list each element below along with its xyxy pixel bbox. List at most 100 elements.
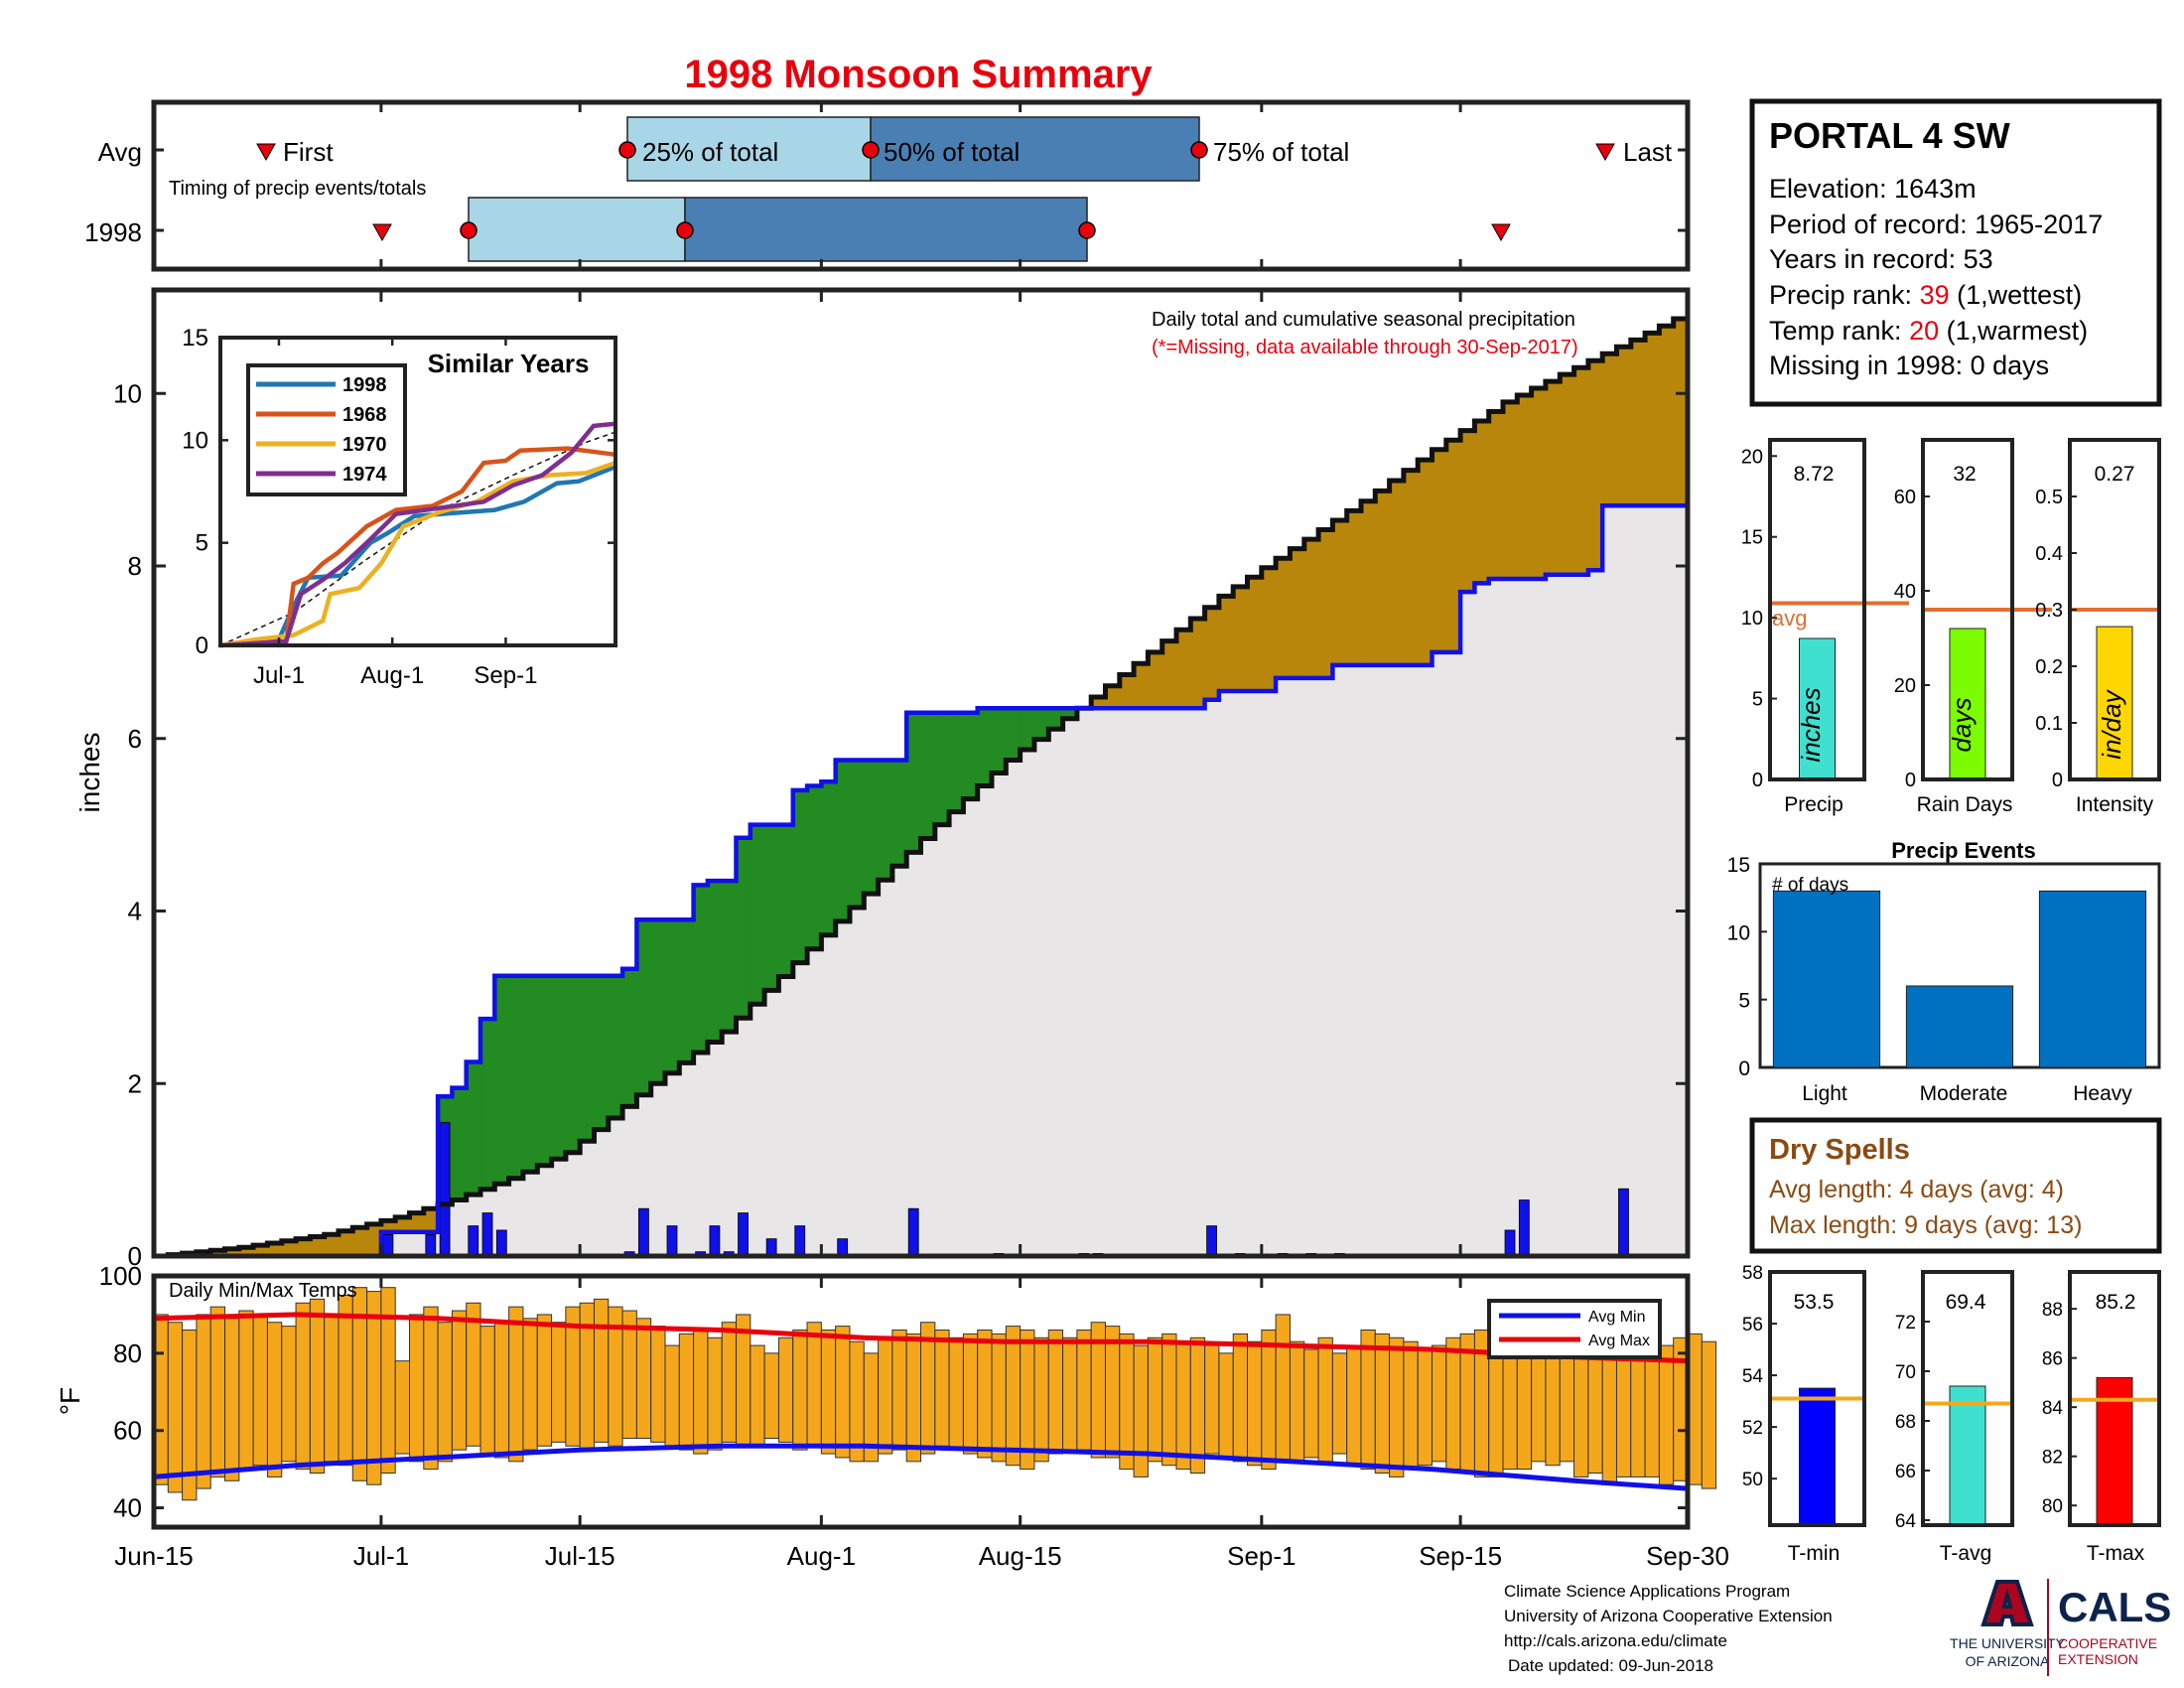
main-ytick-label: 6 xyxy=(128,724,142,754)
deficit-fill xyxy=(352,1227,368,1256)
cumulative-base-fill xyxy=(452,1199,468,1256)
events-ylabel: # of days xyxy=(1772,875,1848,896)
precip_total-ytick-label: 0 xyxy=(1752,770,1763,791)
deficit-fill xyxy=(1645,333,1660,506)
raindays-bar-label: Rain Days xyxy=(1917,793,2013,816)
events-ytick-label: 15 xyxy=(1727,854,1750,877)
timing-1998-q2-box xyxy=(684,197,1088,262)
deficit-fill xyxy=(1148,651,1163,709)
deficit-fill xyxy=(324,1234,340,1256)
dry-spells-box: Dry Spells Avg length: 4 days (avg: 4) M… xyxy=(1749,1117,2162,1254)
footer-line2: University of Arizona Cooperative Extens… xyxy=(1504,1607,1833,1625)
cumulative-base-fill xyxy=(594,1129,610,1256)
daily-temp-bar xyxy=(991,1333,1007,1463)
daily-temp-bar xyxy=(806,1322,822,1447)
timing-row-avg: Avg xyxy=(98,137,142,167)
surplus-fill xyxy=(792,789,808,963)
main-ytick-label: 8 xyxy=(128,551,142,581)
daily-temp-bar xyxy=(1701,1340,1717,1489)
cumulative-base-fill xyxy=(992,773,1007,1256)
cumulative-base-fill xyxy=(878,880,893,1256)
cumulative-base-fill xyxy=(949,811,965,1256)
rain_days-ytick-label: 20 xyxy=(1894,675,1916,697)
daily-precip-bar xyxy=(666,1225,678,1257)
daily-precip-bar xyxy=(468,1225,479,1257)
daily-precip-bar xyxy=(439,1121,451,1257)
daily-temp-bar xyxy=(238,1310,254,1471)
timing-caption: Timing of precip events/totals xyxy=(169,178,426,200)
cumulative-base-fill xyxy=(565,1152,581,1256)
arizona-a-icon xyxy=(1980,1580,2034,1626)
page-title: 1998 Monsoon Summary xyxy=(684,53,1153,96)
deficit-fill xyxy=(380,1220,396,1232)
daily-temp-bar xyxy=(437,1322,453,1463)
cumulative-base-fill xyxy=(1360,664,1376,1256)
cumulative-base-fill xyxy=(977,785,993,1256)
daily-temp-bar xyxy=(324,1314,340,1463)
tmin-ytick-label: 54 xyxy=(1742,1366,1764,1387)
cumulative-base-fill xyxy=(891,866,907,1256)
cumulative-base-fill xyxy=(665,1072,680,1256)
timing-1998-p50-marker xyxy=(676,221,694,239)
tmin-label: T-min xyxy=(1788,1542,1841,1565)
temp-axes: 40 60 80 100 xyxy=(99,1261,1688,1523)
tmin-ytick-label: 52 xyxy=(1742,1418,1763,1439)
summary-charts: 05101520020406000.10.20.30.40.5505254565… xyxy=(1727,438,2161,1532)
cumulative-base-fill xyxy=(1247,690,1263,1256)
cumulative-base-fill xyxy=(963,798,979,1256)
deficit-fill xyxy=(1247,577,1263,691)
tmax-ytick-label: 86 xyxy=(2042,1349,2063,1370)
daily-temp-bar xyxy=(1076,1329,1092,1451)
surplus-fill xyxy=(1048,708,1064,730)
deficit-fill xyxy=(1105,685,1121,709)
intensity-bar-label: Intensity xyxy=(2076,793,2154,816)
daily-temp-bar xyxy=(1119,1333,1135,1471)
cumulative-base-fill xyxy=(1616,505,1632,1256)
coop-line1: COOPERATIVE xyxy=(2058,1635,2157,1651)
daily-temp-bar xyxy=(1417,1348,1433,1467)
deficit-fill xyxy=(423,1208,439,1232)
surplus-fill xyxy=(821,781,837,935)
intensity-value: 0.27 xyxy=(2095,463,2135,486)
surplus-fill xyxy=(665,919,680,1073)
daily-temp-bar xyxy=(1189,1336,1206,1475)
deficit-fill xyxy=(1190,618,1206,709)
avg-cumulative-line xyxy=(154,311,1691,1259)
deficit-fill xyxy=(1616,347,1632,506)
surplus-fill xyxy=(934,712,950,825)
daily-temp-bar xyxy=(522,1318,538,1451)
cumulative-base-fill xyxy=(750,1004,765,1256)
deficit-fill xyxy=(1276,558,1292,678)
surplus-fill xyxy=(864,760,880,895)
cumulative-base-fill xyxy=(1659,505,1675,1256)
deficit-fill xyxy=(338,1230,353,1256)
xtick-label: Sep-15 xyxy=(1419,1541,1502,1571)
cumulative-base-fill xyxy=(1545,574,1561,1256)
cumulative-base-fill xyxy=(1418,664,1433,1256)
daily-temp-bar xyxy=(196,1314,211,1489)
dry-spells-frame xyxy=(1749,1117,2162,1254)
timing-avg-first-marker xyxy=(256,143,276,162)
timing-1998-p25-marker xyxy=(460,221,478,239)
cumulative-base-fill xyxy=(1290,677,1305,1256)
main-note-line2: (*=Missing, data available through 30-Se… xyxy=(1152,337,1578,358)
tmin-ytick-label: 50 xyxy=(1742,1470,1763,1490)
tmin-ytick-label: 58 xyxy=(1742,1263,1763,1284)
deficit-fill xyxy=(1503,401,1518,580)
deficit-fill xyxy=(1360,500,1376,665)
daily-precip-bar xyxy=(1504,1229,1516,1257)
daily-temp-bar xyxy=(1232,1333,1249,1463)
deficit-fill xyxy=(1332,519,1348,665)
cumulative-base-fill xyxy=(1105,708,1121,1256)
footer-line1: Climate Science Applications Program xyxy=(1504,1582,1790,1601)
events-ytick-label: 0 xyxy=(1738,1057,1750,1080)
surplus-fill xyxy=(1033,708,1049,740)
inset-frame xyxy=(218,336,617,647)
tavg-bar xyxy=(1949,1385,1986,1526)
inset-avg-dashed-line xyxy=(219,431,616,646)
deficit-fill xyxy=(1134,663,1149,709)
tavg-ytick-label: 66 xyxy=(1895,1462,1916,1482)
xtick-label: Sep-30 xyxy=(1646,1541,1729,1571)
intensity-ytick-label: 0.5 xyxy=(2035,487,2063,508)
deficit-fill xyxy=(1673,318,1689,506)
